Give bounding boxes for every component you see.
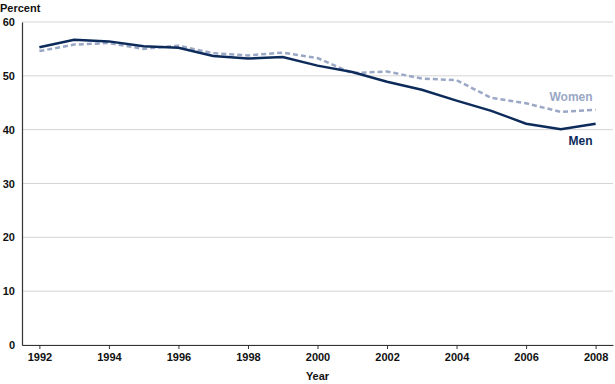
y-tick: 60 [3,16,22,28]
x-tick: 1992 [28,345,52,363]
x-tick-label: 2008 [584,351,608,363]
y-axis-title: Percent [0,2,41,14]
grid-line [22,291,613,292]
x-axis: 1992 1994 1996 1998 2000 2002 2004 2006 2008 [23,345,614,363]
x-tick: 2008 [584,345,608,363]
x-tick-label: 1992 [28,351,52,363]
x-tick-label: 1994 [97,351,122,363]
x-tick-mark [318,345,319,349]
grid-line [22,22,613,23]
plot: 0 10 20 30 40 50 60 1992 1994 1996 1998 2000 2002 200… [3,16,614,363]
x-tick: 2000 [306,345,330,363]
grid-line [22,237,613,238]
x-tick: 1998 [236,345,260,363]
x-tick: 1994 [97,345,122,363]
x-tick-mark [178,345,179,349]
y-tick-label: 60 [3,16,15,28]
x-axis-title: Year [306,370,330,382]
grid-line [22,183,613,184]
series-labels: Women Men [549,90,592,148]
x-tick-mark [248,345,249,349]
x-tick-label: 2006 [514,351,538,363]
y-tick: 50 [3,70,22,82]
grid-line [22,75,613,76]
y-tick-label: 0 [9,339,15,351]
y-tick-label: 20 [3,231,15,243]
y-tick: 20 [3,231,22,243]
x-tick: 2002 [375,345,399,363]
x-tick-label: 2000 [306,351,330,363]
grid-line [22,129,613,130]
x-tick: 1996 [167,345,191,363]
y-axis: 0 10 20 30 40 50 60 [3,16,23,351]
y-axis-line [22,23,23,346]
series-line [39,40,595,129]
series-label: Men [569,134,593,148]
y-tick-label: 10 [3,285,15,297]
series-label: Women [549,90,592,104]
x-tick: 2006 [514,345,538,363]
y-tick: 0 [9,339,22,351]
x-tick-mark [526,345,527,349]
x-tick-mark [39,345,40,349]
lines [39,40,595,129]
x-tick-label: 2004 [445,351,470,363]
x-tick-mark [596,345,597,349]
series-line [39,43,595,112]
y-tick: 30 [3,178,22,190]
x-tick-mark [387,345,388,349]
y-tick: 10 [3,285,22,297]
x-tick-label: 1996 [167,351,191,363]
x-tick-label: 2002 [375,351,399,363]
y-tick-label: 50 [3,70,15,82]
x-tick-mark [109,345,110,349]
x-tick-mark [457,345,458,349]
y-tick-label: 30 [3,178,15,190]
y-tick: 40 [3,124,22,136]
y-tick-label: 40 [3,124,15,136]
grid [22,22,613,345]
x-tick: 2004 [445,345,470,363]
chart: 0 10 20 30 40 50 60 1992 1994 1996 1998 2000 2002 200… [0,0,615,384]
x-tick-label: 1998 [236,351,260,363]
